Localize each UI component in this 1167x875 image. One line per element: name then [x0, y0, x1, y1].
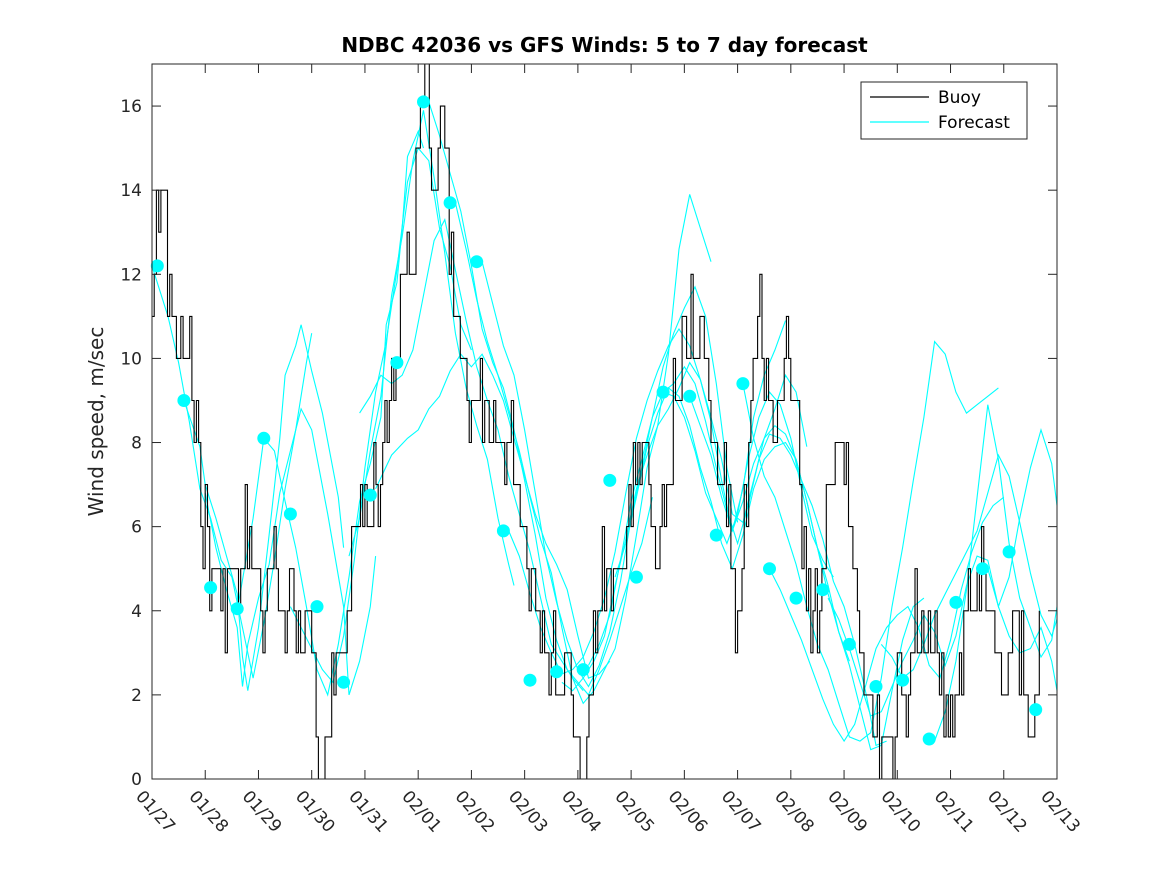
forecast-marker-27 — [842, 637, 856, 651]
forecast-marker-2 — [177, 394, 191, 407]
forecast-marker-29 — [896, 673, 910, 687]
forecast-marker-1 — [150, 259, 164, 273]
y-tick-label: 16 — [120, 97, 142, 117]
y-tick-label: 2 — [131, 686, 142, 706]
forecast-line-10 — [454, 194, 712, 705]
y-tick-label: 12 — [120, 265, 142, 285]
forecast-marker-20 — [656, 385, 670, 399]
y-tick-label: 10 — [120, 349, 142, 369]
forecast-marker-17 — [576, 663, 590, 677]
forecast-line-11 — [481, 261, 739, 688]
forecast-line-13 — [561, 361, 808, 692]
forecast-marker-23 — [736, 377, 750, 391]
forecast-marker-16 — [550, 665, 564, 679]
forecast-line-6 — [348, 110, 515, 586]
forecast-marker-8 — [337, 675, 351, 689]
forecast-line-23 — [987, 568, 1057, 691]
buoy-series-group — [152, 64, 1040, 779]
forecast-marker-3 — [204, 581, 218, 595]
chart-title: NDBC 42036 vs GFS Winds: 5 to 7 day fore… — [341, 33, 868, 57]
forecast-marker-26 — [816, 583, 830, 597]
legend: Buoy Forecast — [860, 81, 1028, 140]
legend-label-buoy: Buoy — [938, 88, 981, 108]
forecast-marker-30 — [922, 732, 936, 746]
forecast-line-5 — [289, 146, 472, 684]
forecast-line-16 — [662, 365, 887, 747]
forecast-marker-19 — [629, 570, 643, 584]
forecast-line-20 — [827, 427, 1057, 717]
forecast-marker-21 — [683, 389, 697, 403]
forecast-marker-24 — [763, 562, 776, 576]
y-tick-label: 4 — [131, 602, 142, 622]
forecast-line-22 — [934, 404, 1057, 742]
forecast-marker-12 — [443, 196, 457, 210]
forecast-marker-11 — [417, 95, 430, 109]
y-tick-label: 8 — [131, 434, 142, 454]
forecast-marker-34 — [1029, 703, 1043, 717]
forecast-line-8 — [375, 353, 611, 679]
y-tick-label: 14 — [120, 181, 142, 201]
forecast-marker-10 — [390, 356, 404, 370]
forecast-marker-18 — [603, 473, 617, 487]
forecast-line-3 — [204, 407, 377, 696]
forecast-marker-13 — [470, 255, 484, 269]
forecast-marker-33 — [1002, 545, 1016, 559]
forecast-marker-15 — [523, 673, 537, 687]
forecast-marker-6 — [283, 507, 297, 521]
forecast-marker-4 — [230, 602, 244, 616]
forecast-marker-14 — [496, 524, 510, 538]
axes-box — [151, 63, 1058, 780]
legend-label-forecast: Forecast — [938, 113, 1010, 133]
forecast-marker-9 — [363, 488, 377, 502]
axes-group — [151, 63, 1058, 780]
forecast-marker-32 — [976, 562, 989, 576]
y-tick-label: 6 — [131, 518, 142, 538]
forecast-marker-31 — [949, 595, 963, 609]
forecast-marker-7 — [310, 600, 324, 614]
y-tick-label: 0 — [131, 770, 142, 790]
forecast-line-18 — [742, 340, 999, 742]
buoy-line-path — [152, 64, 1040, 779]
forecast-marker-25 — [789, 591, 803, 605]
forecast-marker-22 — [709, 528, 723, 542]
plot-area — [152, 64, 1057, 779]
legend-box — [860, 81, 1028, 140]
forecast-marker-5 — [257, 431, 271, 445]
forecast-markers-group — [150, 95, 1043, 746]
forecast-line-9 — [428, 101, 653, 696]
forecast-marker-28 — [869, 680, 883, 693]
y-axis-label: Wind speed, m/sec — [84, 327, 108, 517]
forecast-line-19 — [769, 496, 1005, 743]
forecast-line-7 — [359, 217, 584, 692]
